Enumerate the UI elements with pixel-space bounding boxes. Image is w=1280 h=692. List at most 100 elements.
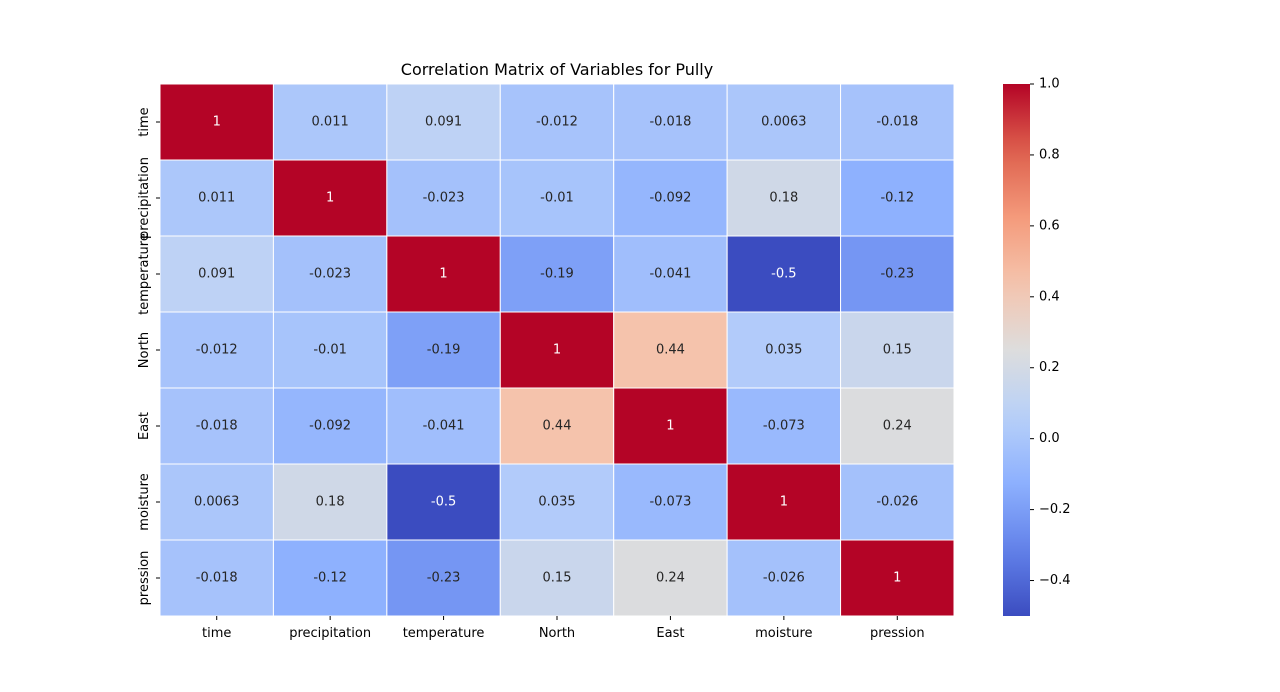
- cell-annotation-5-0: 0.0063: [194, 495, 240, 510]
- cell-annotation-1-0: 0.011: [198, 191, 235, 206]
- heatmap-cell-0-2: [386, 83, 501, 161]
- cell-annotation-5-4: -0.073: [649, 495, 691, 510]
- x-tick-label-temperature: temperature: [403, 626, 485, 641]
- cell-annotation-5-1: 0.18: [316, 495, 345, 510]
- heatmap-cell-0-3: [499, 83, 615, 161]
- colorbar-gradient-bar: [1003, 84, 1030, 616]
- cell-annotation-1-6: -0.12: [880, 191, 914, 206]
- heatmap-annotations: 1 0.011 0.091 -0.012 -0.018 0.0063 -0.018 0.011…: [194, 115, 918, 586]
- cell-annotation-3-3: 1: [553, 343, 561, 358]
- heatmap-cell-2-3: [499, 235, 615, 313]
- heatmap-cell-5-6: [840, 463, 955, 541]
- heatmap-cell-6-3: [499, 539, 615, 617]
- cell-annotation-0-6: -0.018: [876, 115, 918, 130]
- colorbar-tick-label-1: 0.8: [1039, 147, 1060, 162]
- cell-annotation-6-0: -0.018: [196, 571, 238, 586]
- cell-annotation-0-0: 1: [213, 115, 221, 130]
- colorbar-ticks: 1.0 0.8 0.6 0.4 0.2 0.0 −0.2 −0.4: [1030, 77, 1071, 588]
- heatmap-cell-5-3: [499, 463, 615, 541]
- heatmap-cell-6-6: [840, 539, 955, 617]
- y-tick-label-moisture: moisture: [137, 473, 152, 530]
- cell-annotation-4-5: -0.073: [763, 419, 805, 434]
- heatmap-cell-0-4: [613, 83, 728, 161]
- cell-annotation-3-6: 0.15: [883, 343, 912, 358]
- y-tick-label-North: North: [137, 332, 152, 368]
- cell-annotation-0-1: 0.011: [312, 115, 349, 130]
- colorbar-tick-label-6: −0.2: [1039, 502, 1071, 517]
- heatmap-cell-2-5: [726, 235, 842, 313]
- heatmap-cell-3-6: [840, 311, 955, 389]
- heatmap-cell-5-4: [613, 463, 728, 541]
- cell-annotation-3-0: -0.012: [196, 343, 238, 358]
- cell-annotation-0-3: -0.012: [536, 115, 578, 130]
- colorbar-tick-label-3: 0.4: [1039, 289, 1060, 304]
- x-tick-label-pression: pression: [870, 626, 925, 641]
- cell-annotation-1-3: -0.01: [540, 191, 574, 206]
- cell-annotation-4-3: 0.44: [543, 419, 572, 434]
- cell-annotation-2-6: -0.23: [880, 267, 914, 282]
- cell-annotation-3-2: -0.19: [427, 343, 461, 358]
- heatmap-cell-2-4: [613, 235, 728, 313]
- cell-annotation-5-3: 0.035: [538, 495, 575, 510]
- heatmap-cell-0-5: [726, 83, 842, 161]
- chart-title: Correlation Matrix of Variables for Pull…: [401, 60, 713, 79]
- heatmap-cell-6-0: [159, 539, 274, 617]
- cell-annotation-5-2: -0.5: [431, 495, 456, 510]
- x-tick-label-East: East: [656, 626, 684, 641]
- heatmap-cell-3-5: [726, 311, 842, 389]
- heatmap-cell-1-4: [613, 159, 728, 237]
- colorbar-tick-label-4: 0.2: [1039, 360, 1060, 375]
- cell-annotation-0-2: 0.091: [425, 115, 462, 130]
- cell-annotation-2-4: -0.041: [649, 267, 691, 282]
- cell-annotation-0-5: 0.0063: [761, 115, 807, 130]
- heatmap-cell-2-0: [159, 235, 274, 313]
- cell-annotation-4-2: -0.041: [423, 419, 465, 434]
- cell-annotation-3-1: -0.01: [313, 343, 347, 358]
- cell-annotation-2-1: -0.023: [309, 267, 351, 282]
- cell-annotation-6-5: -0.026: [763, 571, 805, 586]
- colorbar-tick-label-7: −0.4: [1039, 573, 1071, 588]
- y-tick-label-time: time: [137, 107, 152, 136]
- x-tick-label-time: time: [202, 626, 231, 641]
- cell-annotation-2-5: -0.5: [771, 267, 796, 282]
- cell-annotation-1-2: -0.023: [423, 191, 465, 206]
- heatmap-cell-0-0: [159, 83, 274, 161]
- heatmap-cell-6-4: [613, 539, 728, 617]
- heatmap-cell-5-1: [272, 463, 388, 541]
- heatmap-cell-6-2: [386, 539, 501, 617]
- heatmap-cell-3-3: [499, 311, 615, 389]
- cell-annotation-0-4: -0.018: [649, 115, 691, 130]
- cell-annotation-2-3: -0.19: [540, 267, 574, 282]
- y-tick-label-East: East: [137, 412, 152, 440]
- heatmap-cell-2-6: [840, 235, 955, 313]
- cell-annotation-5-5: 1: [780, 495, 788, 510]
- cell-annotation-4-6: 0.24: [883, 419, 912, 434]
- heatmap-cell-2-1: [272, 235, 388, 313]
- y-tick-label-precipitation: precipitation: [137, 157, 152, 239]
- heatmap-cell-6-5: [726, 539, 842, 617]
- y-tick-label-temperature: temperature: [137, 233, 152, 315]
- heatmap-cell-0-1: [272, 83, 388, 161]
- heatmap-cell-3-0: [159, 311, 274, 389]
- cell-annotation-1-1: 1: [326, 191, 334, 206]
- heatmap-cell-1-2: [386, 159, 501, 237]
- heatmap-cell-1-5: [726, 159, 842, 237]
- cell-annotation-1-4: -0.092: [649, 191, 691, 206]
- colorbar-tick-label-2: 0.6: [1039, 218, 1060, 233]
- colorbar-tick-label-0: 1.0: [1039, 77, 1060, 92]
- heatmap-cell-2-2: [386, 235, 501, 313]
- cell-annotation-6-4: 0.24: [656, 571, 685, 586]
- colorbar: 1.0 0.8 0.6 0.4 0.2 0.0 −0.2 −0.4: [1003, 77, 1071, 616]
- cell-annotation-6-3: 0.15: [543, 571, 572, 586]
- heatmap-cell-1-6: [840, 159, 955, 237]
- cell-annotation-3-4: 0.44: [656, 343, 685, 358]
- heatmap-cell-5-0: [159, 463, 274, 541]
- x-tick-label-North: North: [539, 626, 575, 641]
- heatmap-cell-5-2: [386, 463, 501, 541]
- cell-annotation-4-0: -0.018: [196, 419, 238, 434]
- heatmap-cell-4-0: [159, 387, 274, 465]
- x-tick-label-precipitation: precipitation: [289, 626, 371, 641]
- x-axis: time precipitation temperature North East moi…: [202, 616, 925, 641]
